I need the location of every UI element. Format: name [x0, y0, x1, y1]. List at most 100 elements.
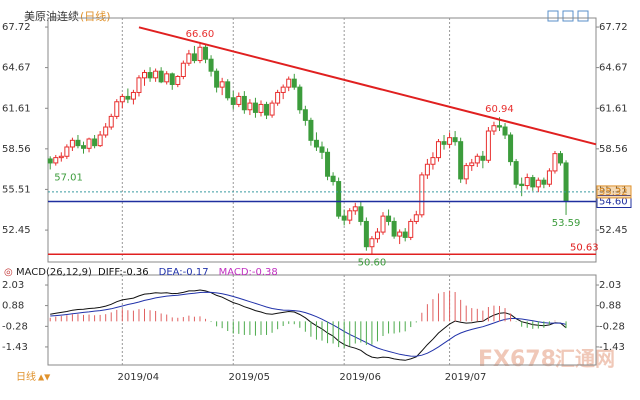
- candle-body: [363, 220, 369, 248]
- panel-title: MACD(26,12,9): [16, 267, 92, 278]
- candle-body: [524, 177, 530, 187]
- candle-body: [130, 91, 136, 100]
- candle-body: [391, 220, 397, 237]
- candle-body: [153, 70, 159, 79]
- candle-body: [435, 141, 441, 159]
- candle-body: [330, 175, 336, 183]
- candle-body: [47, 158, 53, 164]
- candle-body: [369, 238, 375, 248]
- candle-body: [541, 179, 547, 185]
- candle-body: [563, 162, 569, 202]
- y-tick-label: -0.28: [599, 321, 625, 332]
- candle-body: [203, 46, 209, 60]
- candle-body: [397, 231, 403, 237]
- candle-body: [336, 181, 342, 217]
- candle-body: [175, 76, 181, 85]
- candle-body: [546, 170, 552, 185]
- candle-body: [530, 177, 536, 188]
- y-tick-label: 67.72: [2, 22, 31, 33]
- candle-body: [191, 53, 197, 62]
- candle-body: [80, 145, 86, 149]
- candle-body: [86, 138, 92, 149]
- price-annotation: 66.60: [186, 29, 215, 40]
- y-tick-label: 64.67: [599, 63, 628, 74]
- y-tick-label: 55.51: [599, 184, 628, 195]
- candle-body: [413, 214, 419, 222]
- candle-body: [69, 139, 75, 148]
- candle-body: [302, 109, 308, 121]
- y-tick-label: 0.88: [2, 301, 24, 312]
- candle-body: [386, 215, 392, 222]
- candle-body: [208, 58, 214, 72]
- price-box: [596, 194, 632, 208]
- price-label: 50.63: [570, 242, 599, 253]
- candle-body: [180, 62, 186, 78]
- candle-body: [458, 141, 464, 180]
- x-tick-label: 2019/07: [445, 372, 487, 383]
- candle-body: [219, 81, 225, 88]
- candle-body: [430, 157, 436, 165]
- candle-body: [508, 134, 514, 163]
- y-tick-label: -1.43: [599, 342, 625, 353]
- candle-body: [119, 95, 125, 103]
- panel-frame: [47, 17, 597, 263]
- x-tick-label: 2019/06: [339, 372, 381, 383]
- period-label: (日线): [80, 9, 111, 23]
- candle-body: [352, 206, 358, 212]
- candle-body: [280, 86, 286, 93]
- candle-body: [519, 183, 525, 187]
- tool-icon[interactable]: [577, 10, 589, 22]
- candle-body: [452, 137, 458, 143]
- candle-body: [186, 53, 192, 64]
- tool-icon[interactable]: [562, 10, 574, 22]
- candle-body: [463, 165, 469, 180]
- y-tick-label: -0.28: [2, 321, 28, 332]
- price-annotation: 53.59: [552, 218, 581, 229]
- candle-body: [125, 95, 131, 100]
- candle-body: [419, 174, 425, 216]
- macd-icon: ◎: [4, 267, 13, 278]
- candle-body: [197, 46, 203, 62]
- tool-icon[interactable]: [547, 10, 559, 22]
- candle-body: [136, 77, 142, 93]
- legend-entry: DEA:-0.17: [159, 267, 209, 278]
- candle-body: [275, 91, 281, 104]
- price-annotation: 50.60: [358, 258, 387, 269]
- candle-body: [108, 115, 114, 128]
- y-tick-label: 67.72: [599, 22, 628, 33]
- candle-body: [92, 138, 98, 147]
- candle-body: [491, 125, 497, 132]
- panel-frame: [47, 274, 597, 366]
- footer-arrows[interactable]: ▲▼: [38, 373, 51, 382]
- candle-body: [347, 210, 353, 221]
- candle-body: [408, 220, 414, 238]
- candle-body: [75, 139, 81, 147]
- candle-body: [485, 130, 491, 161]
- footer-period[interactable]: 日线: [16, 370, 36, 383]
- candle-body: [258, 103, 264, 113]
- candle-body: [214, 70, 220, 88]
- y-tick-label: 55.51: [2, 184, 31, 195]
- candle-body: [164, 73, 170, 83]
- x-tick-label: 2019/04: [118, 372, 160, 383]
- x-tick-label: 2019/05: [228, 372, 270, 383]
- candle-body: [374, 231, 380, 240]
- y-tick-label: 58.56: [599, 144, 628, 155]
- candle-body: [513, 161, 519, 185]
- candle-body: [236, 95, 242, 105]
- chart-title: 美原油连续: [24, 9, 79, 23]
- y-tick-label: 64.67: [2, 63, 31, 74]
- watermark-cn: 汇通网: [555, 347, 615, 371]
- y-tick-label: 0.88: [599, 301, 621, 312]
- candle-body: [313, 139, 319, 148]
- candle-body: [252, 102, 258, 113]
- candle-body: [474, 155, 480, 164]
- legend-entry: MACD:-0.38: [219, 267, 278, 278]
- price-label: 55.32: [599, 187, 628, 198]
- candle-body: [58, 155, 64, 159]
- watermark: FX678: [478, 347, 556, 372]
- candle-body: [380, 215, 386, 233]
- y-tick-label: 58.56: [2, 144, 31, 155]
- y-tick-label: 61.61: [2, 103, 31, 114]
